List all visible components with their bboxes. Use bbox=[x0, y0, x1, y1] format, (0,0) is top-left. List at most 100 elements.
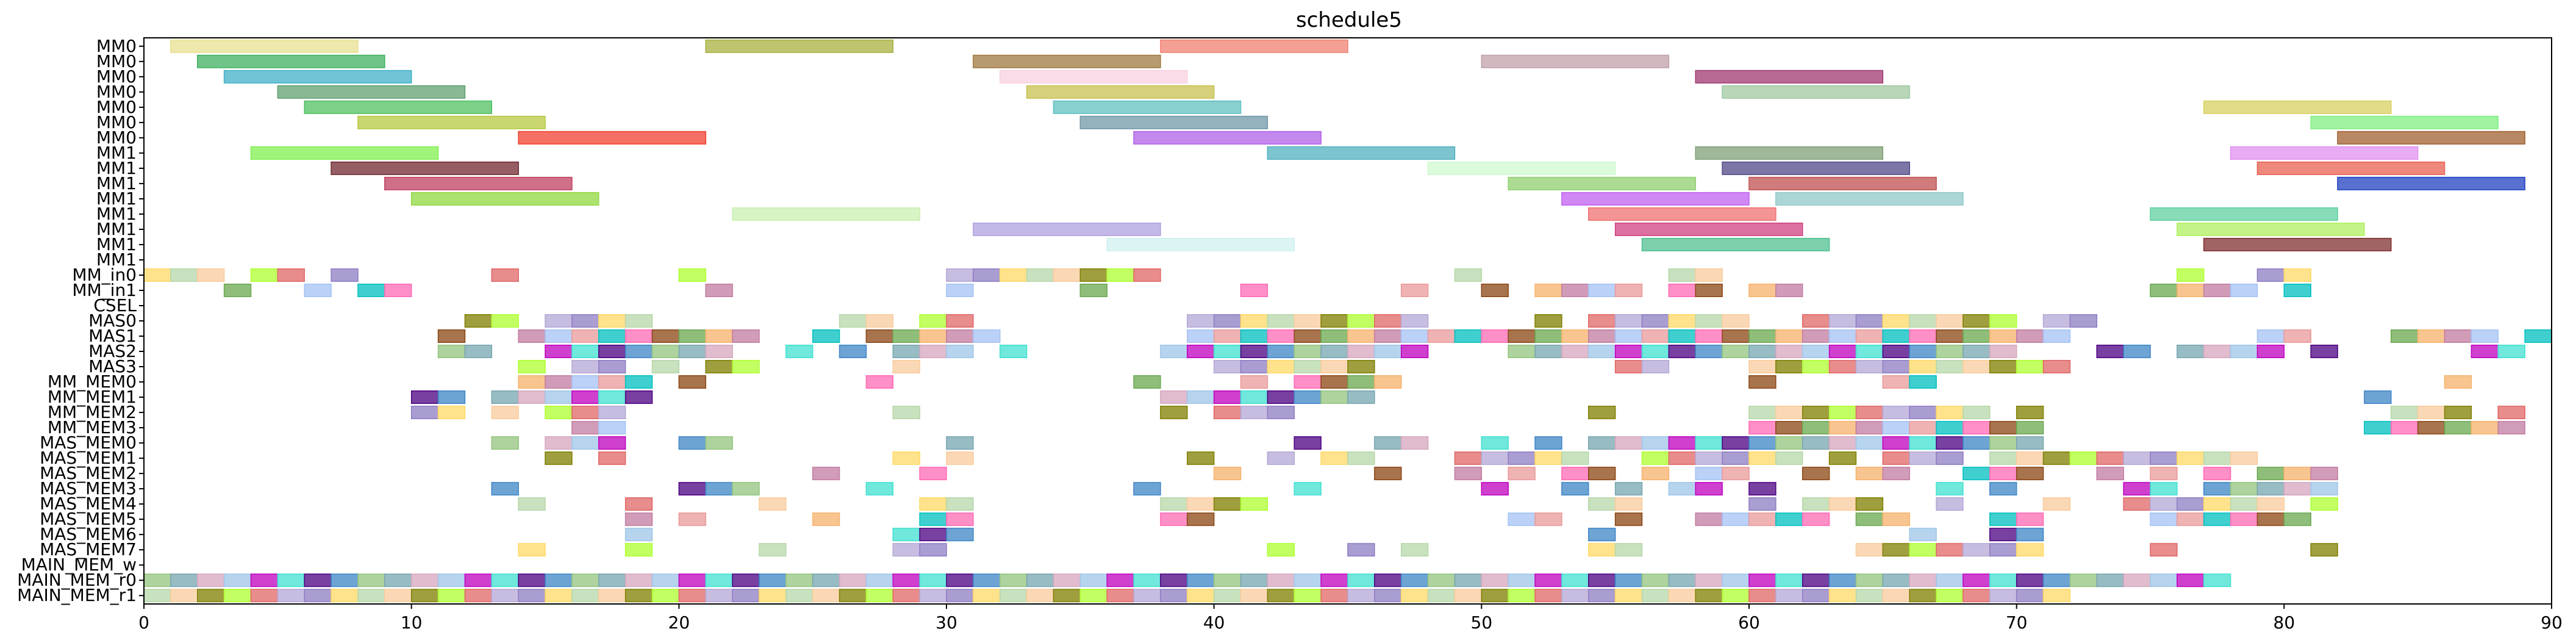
gantt-cell bbox=[1293, 482, 1322, 496]
gantt-cell bbox=[1267, 573, 1295, 587]
gantt-cell bbox=[1882, 345, 1910, 359]
gantt-cell bbox=[1267, 329, 1295, 343]
gantt-bar bbox=[1026, 85, 1215, 99]
gantt-cell bbox=[1400, 283, 1429, 297]
gantt-cell bbox=[1936, 329, 1964, 343]
gantt-cell bbox=[2069, 314, 2098, 328]
gantt-bar bbox=[999, 70, 1188, 84]
gantt-cell bbox=[705, 573, 733, 587]
gantt-cell bbox=[865, 329, 894, 343]
gantt-cell bbox=[518, 589, 546, 603]
gantt-cell bbox=[1722, 573, 1750, 587]
gantt-cell bbox=[624, 512, 653, 526]
gantt-cell bbox=[1240, 360, 1268, 374]
gantt-cell bbox=[1481, 436, 1509, 450]
gantt-cell bbox=[1347, 390, 1375, 404]
gantt-cell bbox=[946, 512, 974, 526]
gantt-cell bbox=[1801, 421, 1830, 435]
gantt-cell bbox=[545, 390, 573, 404]
y-tick-label: MAIN_MEM_w bbox=[21, 555, 137, 575]
gantt-cell bbox=[1936, 421, 1964, 435]
gantt-cell bbox=[946, 451, 974, 465]
gantt-cell bbox=[1213, 329, 1242, 343]
gantt-cell bbox=[2016, 573, 2044, 587]
gantt-cell bbox=[1882, 314, 1910, 328]
gantt-cell bbox=[1347, 329, 1375, 343]
gantt-cell bbox=[1614, 482, 1643, 496]
gantt-cell bbox=[2016, 512, 2044, 526]
gantt-cell bbox=[1748, 360, 1776, 374]
gantt-cell bbox=[1320, 360, 1348, 374]
y-tick-label: MM1 bbox=[96, 219, 137, 239]
gantt-cell bbox=[2150, 543, 2178, 557]
gantt-cell bbox=[1374, 345, 1402, 359]
gantt-cell bbox=[598, 406, 626, 420]
gantt-cell bbox=[1801, 512, 1830, 526]
gantt-cell bbox=[1668, 436, 1697, 450]
gantt-cell bbox=[2123, 482, 2151, 496]
gantt-cell bbox=[410, 390, 439, 404]
gantt-cell bbox=[1267, 314, 1295, 328]
gantt-cell bbox=[1722, 589, 1750, 603]
gantt-cell bbox=[2042, 497, 2071, 511]
y-tick-label: MAS_MEM6 bbox=[40, 524, 137, 544]
gantt-cell bbox=[2256, 329, 2285, 343]
gantt-cell bbox=[571, 345, 599, 359]
y-tick-label: MM_in1 bbox=[72, 280, 137, 300]
gantt-cell bbox=[2230, 482, 2258, 496]
gantt-cell bbox=[1695, 573, 1723, 587]
gantt-cell bbox=[999, 573, 1028, 587]
gantt-cell bbox=[143, 268, 171, 282]
chart-title: schedule5 bbox=[1296, 8, 1402, 32]
gantt-bar bbox=[705, 39, 894, 53]
gantt-cell bbox=[1481, 283, 1509, 297]
gantt-cell bbox=[1722, 329, 1750, 343]
gantt-cell bbox=[946, 314, 974, 328]
gantt-cell bbox=[1213, 314, 1242, 328]
gantt-bar bbox=[1722, 85, 1910, 99]
gantt-cell bbox=[2310, 482, 2338, 496]
gantt-cell bbox=[1267, 390, 1295, 404]
gantt-cell bbox=[491, 436, 519, 450]
y-tick-label: MM_MEM2 bbox=[48, 402, 137, 422]
gantt-cell bbox=[2096, 451, 2124, 465]
gantt-cell bbox=[384, 573, 412, 587]
gantt-cell bbox=[2123, 573, 2151, 587]
gantt-cell bbox=[1989, 528, 2017, 542]
gantt-cell bbox=[437, 390, 466, 404]
gantt-cell bbox=[1882, 421, 1910, 435]
gantt-bar bbox=[1160, 39, 1348, 53]
gantt-cell bbox=[2230, 451, 2258, 465]
gantt-cell bbox=[1293, 360, 1322, 374]
gantt-cell bbox=[1187, 512, 1215, 526]
gantt-cell bbox=[1962, 589, 1991, 603]
y-tick-label: MM1 bbox=[96, 158, 137, 178]
gantt-cell bbox=[1909, 573, 1937, 587]
gantt-cell bbox=[1909, 421, 1937, 435]
gantt-cell bbox=[143, 573, 171, 587]
gantt-bar bbox=[1079, 115, 1268, 129]
gantt-cell bbox=[1213, 345, 1242, 359]
gantt-cell bbox=[571, 573, 599, 587]
y-tick-label: MAS_MEM1 bbox=[40, 448, 137, 468]
gantt-cell bbox=[973, 268, 1001, 282]
gantt-cell bbox=[1668, 283, 1697, 297]
gantt-cell bbox=[865, 482, 894, 496]
gantt-cell bbox=[2016, 329, 2044, 343]
gantt-cell bbox=[2150, 482, 2178, 496]
gantt-cell bbox=[1882, 589, 1910, 603]
gantt-cell bbox=[2497, 406, 2525, 420]
gantt-cell bbox=[946, 345, 974, 359]
gantt-cell bbox=[1855, 436, 1884, 450]
gantt-cell bbox=[1267, 360, 1295, 374]
gantt-cell bbox=[759, 543, 787, 557]
gantt-cell bbox=[2042, 589, 2071, 603]
gantt-bar bbox=[2177, 222, 2365, 236]
bars-layer bbox=[143, 39, 2552, 603]
gantt-cell bbox=[1427, 329, 1456, 343]
gantt-cell bbox=[2177, 573, 2205, 587]
gantt-cell bbox=[1989, 543, 2017, 557]
gantt-cell bbox=[1240, 345, 1268, 359]
gantt-cell bbox=[2364, 421, 2392, 435]
gantt-cell bbox=[1801, 329, 1830, 343]
